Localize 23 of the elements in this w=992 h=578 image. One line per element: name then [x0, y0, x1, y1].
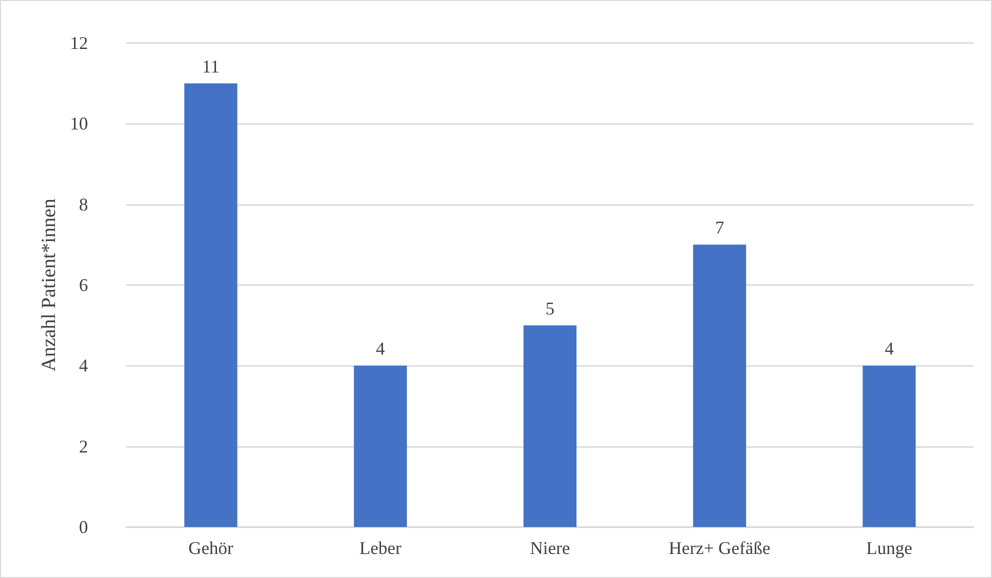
y-tick-label: 8: [79, 194, 88, 214]
y-axis-title: Anzahl Patient*innen: [38, 198, 60, 372]
x-tick-label: Lunge: [866, 538, 912, 558]
data-label: 5: [546, 298, 554, 318]
y-tick-label: 12: [70, 33, 88, 53]
bar: [354, 366, 407, 527]
bar: [693, 244, 746, 527]
y-tick-label: 10: [70, 114, 88, 134]
x-tick-label: Leber: [359, 538, 402, 558]
bar: [862, 366, 916, 527]
data-label: 11: [202, 56, 220, 76]
data-label: 4: [376, 338, 385, 359]
bar: [184, 83, 238, 527]
y-tick-label: 6: [79, 275, 88, 295]
bar: [524, 325, 576, 527]
data-label: 4: [884, 338, 894, 359]
x-tick-label: Niere: [530, 538, 570, 558]
x-tick-label: Herz+ Gefäße: [668, 538, 770, 558]
y-tick-label: 2: [79, 436, 88, 456]
y-tick-label: 4: [79, 356, 88, 376]
y-tick-label: 0: [79, 517, 88, 537]
data-label: 7: [715, 218, 724, 238]
x-tick-label: Gehör: [188, 538, 234, 558]
